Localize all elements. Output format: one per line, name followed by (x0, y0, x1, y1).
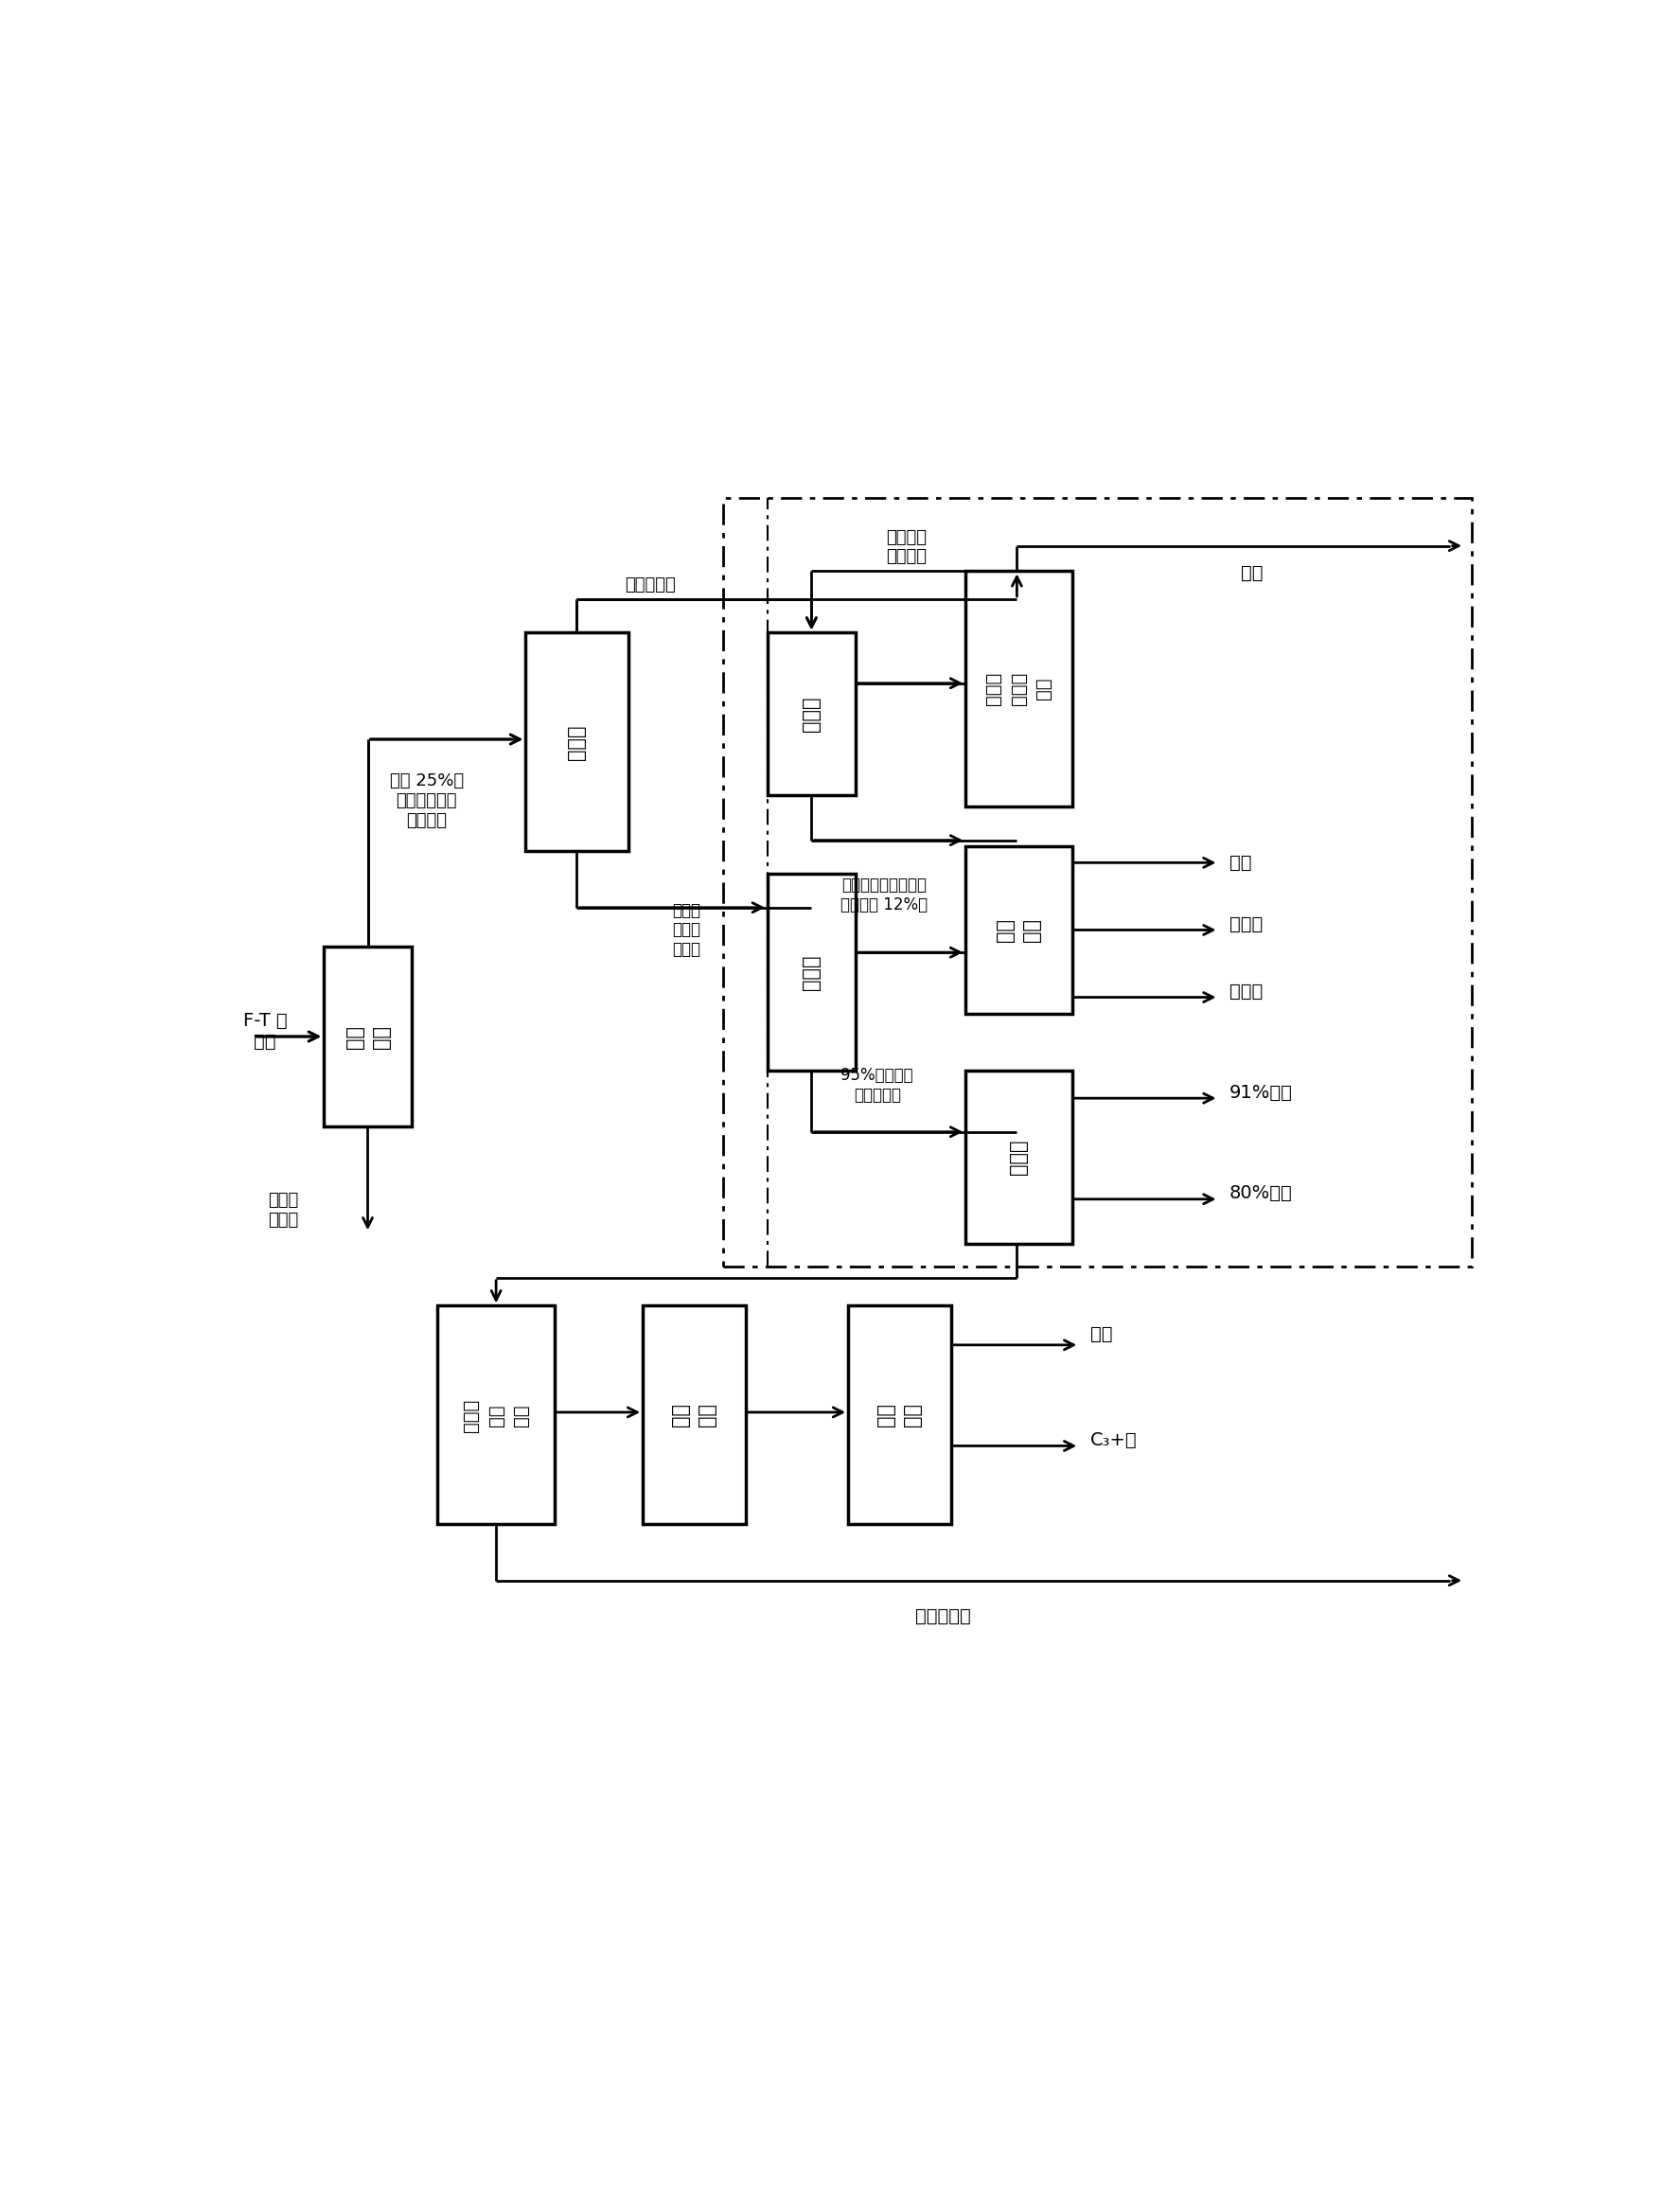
Bar (966, 1070, 1072, 1244)
Text: 醛混合物
及少量酮: 醛混合物 及少量酮 (887, 530, 927, 565)
Text: C₃+醇: C₃+醇 (1090, 1431, 1137, 1448)
Text: 80%乙醇: 80%乙醇 (1230, 1185, 1294, 1202)
Bar (324, 947, 412, 1125)
Text: 尾气: 尾气 (1240, 565, 1263, 582)
Text: 丙酮、甲乙酮、少量
高沸酮及 12%水: 丙酮、甲乙酮、少量 高沸酮及 12%水 (840, 877, 927, 912)
Text: 醛汽提: 醛汽提 (568, 725, 586, 761)
Text: 醇分离: 醇分离 (1010, 1139, 1028, 1176)
Bar (724, 499, 1472, 1266)
Text: 醛加氢
反应、
分离: 醛加氢 反应、 分离 (984, 673, 1053, 706)
Text: 酮分离: 酮分离 (801, 954, 822, 989)
Bar (437, 1306, 554, 1525)
Text: F-T 反
应水: F-T 反 应水 (244, 1011, 287, 1051)
Bar (966, 846, 1072, 1013)
Bar (966, 571, 1072, 807)
Text: 乙醇: 乙醇 (1090, 1325, 1112, 1343)
Bar (768, 633, 855, 796)
Text: 加氢
反应: 加氢 反应 (672, 1402, 717, 1427)
Bar (526, 633, 628, 851)
Text: 91%甲醇: 91%甲醇 (1230, 1084, 1294, 1101)
Text: 初步
蒸馏: 初步 蒸馏 (344, 1024, 390, 1048)
Bar (848, 1306, 951, 1525)
Text: 乙醇
分离: 乙醇 分离 (877, 1402, 922, 1427)
Text: 醛、酮、酯: 醛、酮、酯 (625, 576, 675, 593)
Text: 高沸酮: 高沸酮 (1230, 983, 1263, 1000)
Text: 醇加苯
恒沸
脱水: 醇加苯 恒沸 脱水 (462, 1398, 531, 1431)
Text: 95%水，少量
甲醇、乙醇: 95%水，少量 甲醇、乙醇 (840, 1066, 914, 1103)
Text: 含水 25%的
醇、醛、酮、
酯水溶液: 含水 25%的 醇、醛、酮、 酯水溶液 (390, 774, 464, 829)
Text: 间歇
蒸馏: 间歇 蒸馏 (996, 919, 1042, 941)
Text: 污水去处理: 污水去处理 (916, 1607, 971, 1624)
Bar (643, 1306, 746, 1525)
Bar (768, 875, 855, 1070)
Text: 醛分离: 醛分离 (801, 697, 822, 732)
Text: 有机酸
水溶液: 有机酸 水溶液 (269, 1191, 299, 1229)
Text: 甲乙酮: 甲乙酮 (1230, 914, 1263, 934)
Text: 醇、水
和微量
醛、酮: 醇、水 和微量 醛、酮 (672, 901, 701, 958)
Text: 丙酮: 丙酮 (1230, 853, 1252, 873)
